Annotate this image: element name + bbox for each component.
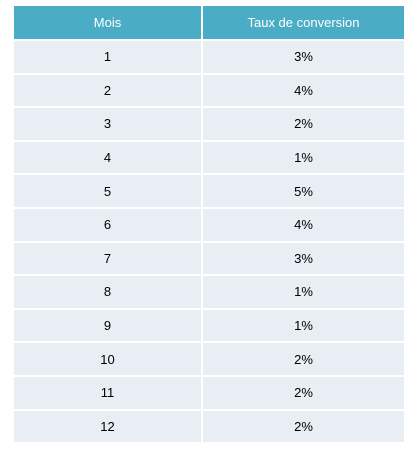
- cell-taux: 1%: [202, 140, 404, 176]
- table-row: 5 5%: [14, 174, 404, 209]
- cell-mois: 11: [14, 375, 203, 411]
- table-row: 8 1%: [14, 275, 404, 310]
- table-body: 1 3% 2 4% 3 2% 4 1% 5 5% 6 4%: [14, 40, 404, 443]
- header-cell-taux-de-conversion: Taux de conversion: [202, 6, 404, 41]
- cell-taux: 3%: [202, 40, 404, 75]
- cell-mois: 8: [14, 275, 203, 310]
- table-row: 10 2%: [14, 342, 404, 377]
- cell-mois: 6: [14, 207, 203, 243]
- table-row: 3 2%: [14, 107, 404, 142]
- cell-taux: 4%: [202, 207, 404, 243]
- table-row: 1 3%: [14, 40, 404, 75]
- table-row: 4 1%: [14, 140, 404, 176]
- table-row: 9 1%: [14, 308, 404, 344]
- cell-mois: 12: [14, 409, 203, 443]
- cell-taux: 2%: [202, 375, 404, 411]
- cell-taux: 1%: [202, 275, 404, 310]
- cell-taux: 4%: [202, 73, 404, 109]
- cell-taux: 1%: [202, 308, 404, 344]
- cell-mois: 2: [14, 73, 203, 109]
- cell-mois: 3: [14, 107, 203, 142]
- cell-taux: 5%: [202, 174, 404, 209]
- cell-mois: 7: [14, 241, 203, 277]
- cell-taux: 3%: [202, 241, 404, 277]
- table-row: 7 3%: [14, 241, 404, 277]
- conversion-table-container: Mois Taux de conversion 1 3% 2 4% 3 2% 4…: [14, 6, 404, 443]
- cell-taux: 2%: [202, 409, 404, 443]
- cell-mois: 5: [14, 174, 203, 209]
- table-row: 6 4%: [14, 207, 404, 243]
- cell-mois: 1: [14, 40, 203, 75]
- conversion-table: Mois Taux de conversion 1 3% 2 4% 3 2% 4…: [14, 6, 404, 443]
- cell-taux: 2%: [202, 342, 404, 377]
- table-row: 12 2%: [14, 409, 404, 443]
- cell-mois: 4: [14, 140, 203, 176]
- table-row: 2 4%: [14, 73, 404, 109]
- header-row: Mois Taux de conversion: [14, 6, 404, 41]
- table-header: Mois Taux de conversion: [14, 6, 404, 41]
- cell-mois: 10: [14, 342, 203, 377]
- table-row: 11 2%: [14, 375, 404, 411]
- header-cell-mois: Mois: [14, 6, 203, 41]
- cell-taux: 2%: [202, 107, 404, 142]
- cell-mois: 9: [14, 308, 203, 344]
